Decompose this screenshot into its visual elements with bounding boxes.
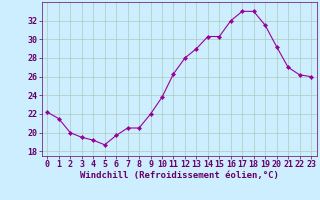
X-axis label: Windchill (Refroidissement éolien,°C): Windchill (Refroidissement éolien,°C) [80, 171, 279, 180]
